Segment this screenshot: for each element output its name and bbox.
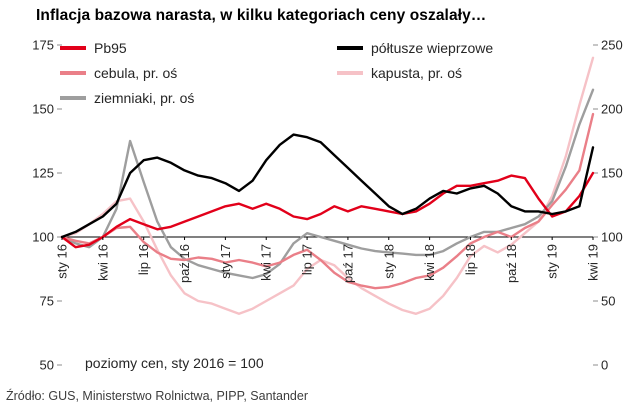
x-axis-tick-label: lip 16 xyxy=(136,244,151,275)
right-axis-tick-label: 0 xyxy=(601,358,608,373)
left-axis-tick-label: 75 xyxy=(40,294,54,309)
legend-label-cebula: cebula, pr. oś xyxy=(94,64,178,81)
chart-title: Inflacja bazowa narasta, w kilku kategor… xyxy=(36,7,487,24)
x-axis-tick-label: kwi 16 xyxy=(95,244,110,281)
legend-label-poltusze-wieprzowe: półtusze wieprzowe xyxy=(371,39,494,56)
left-axis-tick-label: 50 xyxy=(40,358,54,373)
x-axis-tick-label: lip 17 xyxy=(300,244,315,275)
chart-legend: Pb95 półtusze wieprzowe cebula, pr. oś k… xyxy=(60,37,493,108)
right-axis-tick-label: 100 xyxy=(601,230,623,245)
legend-swatch-pb95 xyxy=(60,45,86,50)
legend-swatch-ziemniaki xyxy=(60,95,86,100)
left-axis-tick-label: 125 xyxy=(32,166,54,181)
left-axis-tick-label: 100 xyxy=(32,230,54,245)
series-line-3 xyxy=(60,56,595,315)
legend-item-kapusta: kapusta, pr. oś xyxy=(337,62,493,83)
x-axis-tick-label: sty 19 xyxy=(545,244,560,279)
legend-swatch-kapusta xyxy=(337,70,363,75)
legend-label-kapusta: kapusta, pr. oś xyxy=(371,64,463,81)
x-axis-tick-label: sty 17 xyxy=(218,244,233,279)
legend-swatch-poltusze-wieprzowe xyxy=(337,45,363,50)
legend-item-ziemniaki: ziemniaki, pr. oś xyxy=(60,87,337,108)
series-line-1 xyxy=(60,133,595,239)
x-axis-tick-label: kwi 18 xyxy=(422,244,437,281)
legend-item-pb95: Pb95 xyxy=(60,37,337,58)
series-line-4 xyxy=(60,88,595,280)
right-axis-tick-label: 150 xyxy=(601,166,623,181)
legend-item-poltusze-wieprzowe: półtusze wieprzowe xyxy=(337,37,493,58)
left-axis-tick-label: 150 xyxy=(32,102,54,117)
axis-note: poziomy cen, sty 2016 = 100 xyxy=(85,355,264,371)
x-axis-tick-label: kwi 19 xyxy=(586,244,601,281)
right-axis-tick-label: 200 xyxy=(601,102,623,117)
x-axis-tick-label: paź 16 xyxy=(177,244,192,283)
legend-swatch-cebula xyxy=(60,70,86,75)
series-line-0 xyxy=(60,171,595,249)
source-note: Źródło: GUS, Ministerstwo Rolnictwa, PIP… xyxy=(6,389,308,403)
right-axis-tick-label: 250 xyxy=(601,38,623,53)
x-axis-tick-label: sty 16 xyxy=(55,244,70,279)
legend-item-cebula: cebula, pr. oś xyxy=(60,62,337,83)
x-axis-tick-label: sty 18 xyxy=(381,244,396,279)
right-axis-tick-label: 50 xyxy=(601,294,615,309)
x-axis-tick-label: paź 17 xyxy=(340,244,355,283)
legend-label-pb95: Pb95 xyxy=(94,39,127,56)
series-line-2 xyxy=(60,112,595,290)
x-axis-tick-label: paź 18 xyxy=(504,244,519,283)
left-axis-tick-label: 175 xyxy=(32,38,54,53)
legend-label-ziemniaki: ziemniaki, pr. oś xyxy=(94,89,195,106)
x-axis-tick-label: kwi 17 xyxy=(259,244,274,281)
x-axis-tick-label: lip 18 xyxy=(463,244,478,275)
